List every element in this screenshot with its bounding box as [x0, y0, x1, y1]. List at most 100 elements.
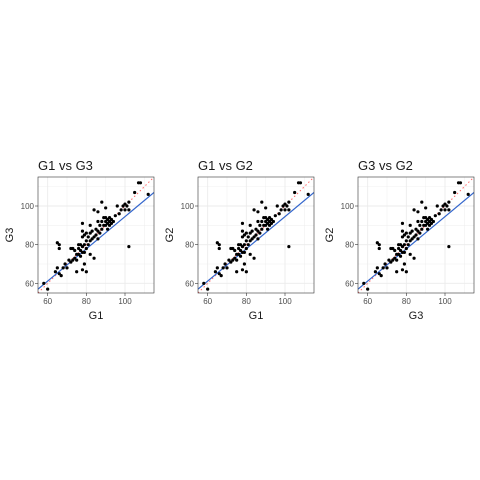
data-point: [393, 249, 396, 252]
data-point: [96, 237, 99, 240]
data-point: [241, 222, 244, 225]
scatter-panel-2: 60 80 100 60 80 100 G1 vs G2 G1 G2: [164, 158, 314, 322]
data-point: [420, 228, 423, 231]
data-point: [285, 204, 288, 207]
data-point: [46, 288, 49, 291]
x-tick-label: 60: [203, 297, 212, 306]
data-point: [405, 270, 408, 273]
data-point: [243, 243, 246, 246]
data-point: [120, 208, 123, 211]
data-point: [81, 268, 84, 271]
data-point: [412, 257, 415, 260]
data-point: [42, 282, 45, 285]
data-point: [251, 230, 254, 233]
data-point: [405, 239, 408, 242]
data-point: [426, 228, 429, 231]
data-point: [266, 228, 269, 231]
data-point: [104, 206, 107, 209]
x-tick-label: 80: [242, 297, 251, 306]
data-point: [440, 208, 443, 211]
x-tick-label: 60: [43, 297, 52, 306]
y-tick-label: 100: [181, 202, 195, 211]
data-point: [60, 274, 63, 277]
data-point: [114, 214, 117, 217]
data-point: [376, 266, 379, 269]
data-point: [438, 212, 441, 215]
y-tick-label: 100: [341, 202, 355, 211]
x-tick-label: 100: [278, 297, 292, 306]
data-point: [249, 253, 252, 256]
y-tick-label: 80: [345, 241, 354, 250]
data-point: [378, 247, 381, 250]
data-point: [403, 243, 406, 246]
data-point: [256, 220, 259, 223]
data-point: [116, 204, 119, 207]
data-point: [252, 257, 255, 260]
data-point: [96, 210, 99, 213]
data-point: [85, 239, 88, 242]
y-axis-title: G2: [324, 228, 336, 243]
data-point: [260, 220, 263, 223]
y-tick-label: 60: [345, 279, 354, 288]
data-point: [283, 208, 286, 211]
data-point: [407, 235, 410, 238]
data-point: [418, 231, 421, 234]
data-point: [401, 222, 404, 225]
data-point: [403, 251, 406, 254]
data-point: [98, 224, 101, 227]
data-point: [307, 193, 310, 196]
scatter-panel-3: 60 80 1006080100G3 vs G2G3G2: [324, 158, 474, 322]
y-tick-label: 60: [25, 279, 34, 288]
data-point: [243, 251, 246, 254]
data-point: [416, 237, 419, 240]
data-point: [416, 210, 419, 213]
data-point: [254, 233, 257, 236]
data-point: [139, 181, 142, 184]
data-point: [362, 282, 365, 285]
data-point: [467, 193, 470, 196]
y-tick-label: 80: [185, 241, 194, 250]
data-point: [225, 266, 228, 269]
x-axis-title: G3: [409, 310, 424, 322]
data-point: [274, 214, 277, 217]
data-point: [434, 214, 437, 217]
data-point: [206, 288, 209, 291]
panel-title: G1 vs G2: [198, 158, 253, 173]
y-axis-title: G3: [4, 228, 16, 243]
x-axis-title: G1: [249, 310, 264, 322]
data-point: [412, 208, 415, 211]
data-point: [202, 282, 205, 285]
data-point: [58, 247, 61, 250]
data-point: [81, 222, 84, 225]
data-point: [385, 266, 388, 269]
data-point: [100, 201, 103, 204]
data-point: [56, 241, 59, 244]
panel-title: G1 vs G3: [38, 158, 93, 173]
y-tick-label: 60: [185, 279, 194, 288]
data-point: [91, 230, 94, 233]
data-point: [245, 231, 248, 234]
x-axis-title: G1: [89, 310, 104, 322]
data-point: [233, 249, 236, 252]
data-point: [147, 193, 150, 196]
data-point: [112, 220, 115, 223]
data-point: [260, 201, 263, 204]
data-point: [73, 249, 76, 252]
data-point: [409, 253, 412, 256]
data-point: [241, 230, 244, 233]
data-point: [222, 266, 225, 269]
data-point: [75, 270, 78, 273]
data-point: [403, 262, 406, 265]
data-point: [63, 262, 66, 265]
data-point: [395, 259, 398, 262]
data-point: [401, 230, 404, 233]
data-point: [409, 224, 412, 227]
data-point: [85, 247, 88, 250]
y-tick-label: 80: [25, 241, 34, 250]
data-point: [83, 243, 86, 246]
data-point: [220, 274, 223, 277]
data-point: [245, 247, 248, 250]
y-axis-title: G2: [164, 228, 176, 243]
data-point: [374, 270, 377, 273]
